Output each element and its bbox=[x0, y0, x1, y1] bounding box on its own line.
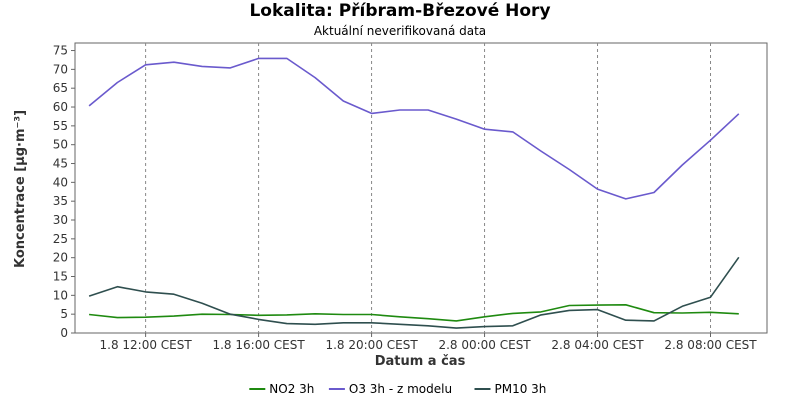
series-lines bbox=[88, 57, 740, 329]
x-tick-label: 1.8 20:00 CEST bbox=[325, 338, 418, 352]
legend-label-1: O3 3h - z modelu bbox=[349, 382, 452, 396]
y-tick-label: 60 bbox=[53, 100, 68, 114]
x-tick-label: 2.8 04:00 CEST bbox=[551, 338, 644, 352]
chart-title: Lokalita: Příbram-Březové Hory bbox=[249, 1, 551, 21]
legend-label-0: NO2 3h bbox=[269, 382, 314, 396]
legend: NO2 3h O3 3h - z modelu PM10 3h bbox=[249, 382, 546, 396]
y-tick-label: 35 bbox=[53, 194, 68, 208]
series-line-2 bbox=[88, 256, 740, 329]
y-tick-label: 15 bbox=[53, 270, 68, 284]
y-tick-label: 50 bbox=[53, 138, 68, 152]
series-line-1 bbox=[88, 57, 740, 200]
y-tick-label: 40 bbox=[53, 175, 68, 189]
x-tick-label: 1.8 16:00 CEST bbox=[212, 338, 305, 352]
y-tick-label: 20 bbox=[53, 251, 68, 265]
y-tick-label: 0 bbox=[60, 326, 68, 340]
y-tick-label: 5 bbox=[60, 307, 68, 321]
x-tick-label: 1.8 12:00 CEST bbox=[100, 338, 193, 352]
axes: 0 5 10 15 20 25 30 35 40 45 50 55 60 65 70 75 1.8 12:00 … bbox=[53, 44, 758, 352]
y-tick-label: 25 bbox=[53, 232, 68, 246]
y-tick-label: 45 bbox=[53, 157, 68, 171]
series-line-0 bbox=[89, 303, 739, 322]
grid bbox=[74, 42, 768, 334]
x-axis-label: Datum a čas bbox=[375, 354, 466, 369]
x-tick-label: 2.8 08:00 CEST bbox=[664, 338, 757, 352]
y-tick-label: 65 bbox=[53, 81, 68, 95]
y-tick-label: 75 bbox=[53, 44, 68, 58]
y-axis-label: Koncentrace [µg·m⁻³] bbox=[13, 110, 28, 268]
y-tick-label: 55 bbox=[53, 119, 68, 133]
y-tick-label: 70 bbox=[53, 62, 68, 76]
chart-subtitle: Aktuální neverifikovaná data bbox=[313, 24, 487, 38]
y-tick-label: 30 bbox=[53, 213, 68, 227]
plot-area bbox=[74, 42, 768, 334]
legend-label-2: PM10 3h bbox=[495, 382, 547, 396]
x-tick-label: 2.8 00:00 CEST bbox=[438, 338, 531, 352]
y-tick-label: 10 bbox=[53, 288, 68, 302]
